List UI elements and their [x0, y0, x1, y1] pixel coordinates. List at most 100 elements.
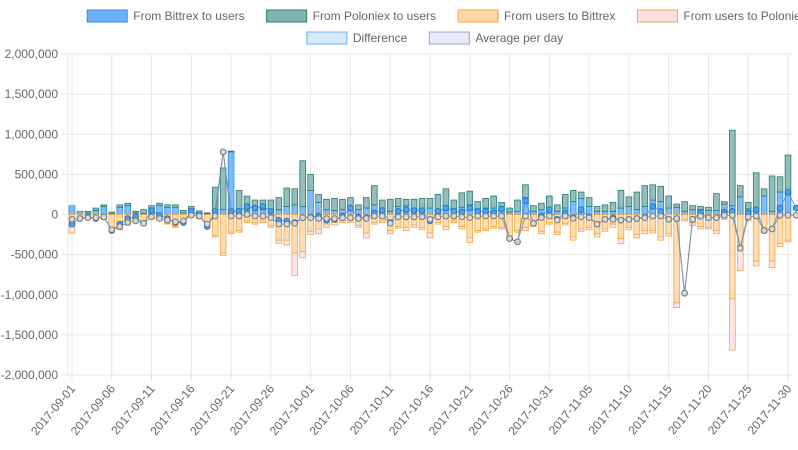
bar[interactable] [721, 201, 728, 205]
legend-item[interactable]: From users to Poloniex [636, 9, 798, 23]
data-point[interactable] [180, 217, 187, 225]
bar[interactable] [681, 218, 688, 222]
data-point[interactable] [506, 235, 513, 242]
bar[interactable] [514, 210, 521, 215]
data-point[interactable] [538, 214, 545, 222]
bar[interactable] [386, 210, 394, 215]
bar[interactable] [681, 201, 688, 212]
bar[interactable] [363, 197, 370, 209]
bar[interactable] [307, 230, 314, 235]
bar[interactable] [633, 209, 641, 215]
bar[interactable] [283, 187, 291, 207]
bar[interactable] [307, 190, 314, 215]
data-point[interactable] [283, 220, 291, 228]
data-point[interactable] [546, 206, 553, 213]
bar[interactable] [673, 302, 680, 308]
bar[interactable] [490, 226, 497, 229]
data-point[interactable] [378, 207, 386, 214]
bar[interactable] [697, 226, 704, 230]
data-point[interactable] [641, 214, 649, 222]
data-point[interactable] [394, 213, 402, 221]
bar[interactable] [307, 173, 314, 191]
data-point[interactable] [752, 206, 760, 213]
data-point[interactable] [275, 220, 283, 228]
data-point[interactable] [347, 204, 354, 212]
bar[interactable] [299, 160, 306, 207]
data-point[interactable] [657, 212, 665, 220]
bar[interactable] [538, 230, 545, 235]
bar[interactable] [633, 234, 641, 239]
bar[interactable] [665, 233, 672, 237]
data-point[interactable] [339, 214, 346, 222]
data-point[interactable] [227, 212, 235, 220]
bar[interactable] [593, 233, 601, 238]
bar[interactable] [776, 176, 784, 193]
data-point[interactable] [100, 213, 108, 221]
bar[interactable] [625, 206, 633, 215]
bar[interactable] [474, 230, 482, 233]
bar[interactable] [164, 222, 171, 225]
bar[interactable] [283, 206, 291, 215]
data-point[interactable] [259, 212, 267, 220]
data-point[interactable] [347, 214, 354, 222]
bar[interactable] [474, 201, 482, 210]
bar[interactable] [649, 230, 657, 234]
data-point[interactable] [665, 216, 672, 223]
data-point[interactable] [681, 289, 688, 297]
bar[interactable] [737, 214, 744, 249]
bar[interactable] [386, 230, 394, 235]
bar[interactable] [259, 220, 267, 223]
bar[interactable] [172, 226, 179, 228]
bar[interactable] [180, 210, 187, 214]
bar[interactable] [363, 207, 370, 215]
data-point[interactable] [577, 206, 585, 213]
bar[interactable] [402, 198, 410, 207]
bar[interactable] [450, 220, 458, 223]
bar[interactable] [522, 226, 529, 231]
bar[interactable] [386, 198, 394, 212]
bar[interactable] [140, 209, 147, 215]
bar[interactable] [617, 238, 625, 244]
bar[interactable] [665, 195, 672, 209]
bar[interactable] [617, 190, 625, 209]
data-point[interactable] [784, 188, 792, 196]
bar[interactable] [673, 214, 680, 304]
bar[interactable] [68, 226, 76, 234]
bar[interactable] [609, 202, 617, 212]
data-point[interactable] [211, 212, 219, 220]
bar[interactable] [203, 212, 211, 215]
bar[interactable] [219, 214, 227, 254]
data-point[interactable] [466, 204, 474, 212]
data-point[interactable] [792, 204, 798, 212]
data-point[interactable] [164, 216, 171, 224]
bar[interactable] [219, 209, 227, 215]
bar[interactable] [641, 185, 649, 207]
data-point[interactable] [482, 212, 489, 220]
data-point[interactable] [474, 212, 482, 220]
bar[interactable] [657, 236, 664, 241]
bar[interactable] [339, 220, 346, 223]
bar[interactable] [768, 210, 776, 215]
bar[interactable] [132, 210, 139, 214]
data-point[interactable] [649, 203, 657, 210]
bar[interactable] [713, 210, 720, 215]
bar[interactable] [291, 252, 299, 276]
data-point[interactable] [251, 212, 259, 220]
bar[interactable] [458, 226, 466, 230]
data-point[interactable] [68, 216, 76, 223]
bar[interactable] [363, 232, 370, 239]
bar[interactable] [713, 193, 720, 211]
data-point[interactable] [363, 215, 370, 222]
bar[interactable] [442, 188, 450, 207]
bar[interactable] [116, 206, 123, 215]
data-point[interactable] [402, 206, 410, 213]
data-point[interactable] [76, 215, 84, 222]
data-point[interactable] [617, 216, 625, 224]
bar[interactable] [760, 188, 768, 197]
data-point[interactable] [243, 203, 251, 210]
bar[interactable] [585, 197, 593, 207]
data-point[interactable] [498, 205, 505, 213]
bar[interactable] [577, 191, 585, 199]
bar[interactable] [235, 230, 243, 233]
bar[interactable] [697, 206, 704, 211]
